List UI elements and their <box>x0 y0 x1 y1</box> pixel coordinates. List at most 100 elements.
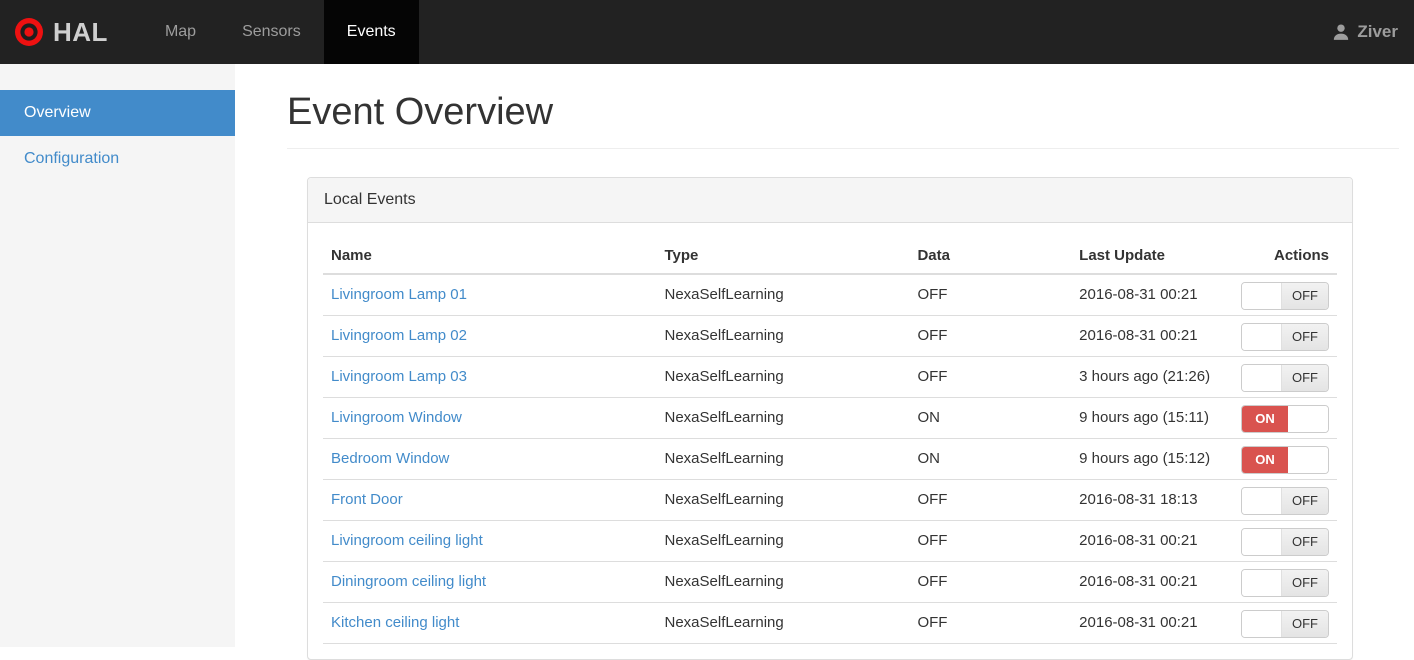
table-row: Front Door NexaSelfLearning OFF 2016-08-… <box>323 479 1337 521</box>
panel-body: Name Type Data Last Update Actions Livin… <box>308 223 1352 659</box>
panel-title: Local Events <box>308 178 1352 223</box>
event-name-link[interactable]: Livingroom Lamp 02 <box>331 327 467 344</box>
power-toggle[interactable]: OFF <box>1241 609 1329 638</box>
toggle-state-label: OFF <box>1282 323 1328 350</box>
table-row: Kitchen ceiling light NexaSelfLearning O… <box>323 602 1337 644</box>
col-header-last-update: Last Update <box>1071 238 1233 275</box>
event-type: NexaSelfLearning <box>656 602 910 644</box>
tab-events[interactable]: Events <box>323 0 419 64</box>
event-name-link[interactable]: Livingroom Lamp 03 <box>331 368 467 385</box>
table-row: Livingroom Lamp 01 NexaSelfLearning OFF … <box>323 273 1337 316</box>
toggle-knob <box>1242 487 1282 514</box>
event-last-update: 9 hours ago (15:12) <box>1071 438 1233 480</box>
toggle-state-label: ON <box>1242 446 1288 473</box>
user-menu[interactable]: Ziver <box>1332 0 1414 64</box>
event-type: NexaSelfLearning <box>656 479 910 521</box>
toggle-knob <box>1242 569 1282 596</box>
title-divider <box>287 148 1399 149</box>
power-toggle[interactable]: ON <box>1241 445 1329 474</box>
event-type: NexaSelfLearning <box>656 273 910 316</box>
toggle-state-label: OFF <box>1282 610 1328 637</box>
power-toggle[interactable]: OFF <box>1241 363 1329 392</box>
event-type: NexaSelfLearning <box>656 561 910 603</box>
tab-sensors-label: Sensors <box>242 23 301 40</box>
sidebar-item-label: Overview <box>24 104 91 121</box>
power-toggle[interactable]: ON <box>1241 404 1329 433</box>
local-events-panel: Local Events Name Type Data Last Update … <box>307 177 1353 660</box>
event-name-link[interactable]: Kitchen ceiling light <box>331 614 460 631</box>
table-row: Livingroom Lamp 03 NexaSelfLearning OFF … <box>323 356 1337 398</box>
col-header-type: Type <box>656 238 910 275</box>
event-data: OFF <box>909 356 1072 398</box>
event-type: NexaSelfLearning <box>656 315 910 357</box>
col-header-data: Data <box>909 238 1072 275</box>
power-toggle[interactable]: OFF <box>1241 527 1329 556</box>
toggle-knob <box>1288 405 1328 432</box>
event-data: OFF <box>909 602 1072 644</box>
event-data: ON <box>909 397 1072 439</box>
toggle-knob <box>1288 446 1328 473</box>
toggle-state-label: OFF <box>1282 282 1328 309</box>
toggle-state-label: OFF <box>1282 569 1328 596</box>
tab-sensors[interactable]: Sensors <box>219 0 324 64</box>
power-toggle[interactable]: OFF <box>1241 322 1329 351</box>
table-row: Livingroom Window NexaSelfLearning ON 9 … <box>323 397 1337 439</box>
toggle-knob <box>1242 364 1282 391</box>
event-data: ON <box>909 438 1072 480</box>
power-toggle[interactable]: OFF <box>1241 568 1329 597</box>
tab-events-label: Events <box>346 23 396 40</box>
toggle-state-label: OFF <box>1282 528 1328 555</box>
sidebar-item-configuration[interactable]: Configuration <box>0 136 235 182</box>
brand-label: HAL <box>53 16 108 47</box>
event-name-link[interactable]: Bedroom Window <box>331 450 450 467</box>
sidebar: Overview Configuration <box>0 64 235 647</box>
tab-map[interactable]: Map <box>142 0 219 64</box>
event-data: OFF <box>909 520 1072 562</box>
bullseye-logo-icon <box>14 17 44 47</box>
event-last-update: 2016-08-31 00:21 <box>1071 561 1233 603</box>
sidebar-item-overview[interactable]: Overview <box>0 90 235 136</box>
event-type: NexaSelfLearning <box>656 520 910 562</box>
event-data: OFF <box>909 561 1072 603</box>
event-last-update: 2016-08-31 00:21 <box>1071 273 1233 316</box>
username-label: Ziver <box>1357 22 1398 41</box>
event-last-update: 3 hours ago (21:26) <box>1071 356 1233 398</box>
event-type: NexaSelfLearning <box>656 438 910 480</box>
event-last-update: 2016-08-31 00:21 <box>1071 520 1233 562</box>
event-name-link[interactable]: Livingroom Lamp 01 <box>331 286 467 303</box>
toggle-knob <box>1242 282 1282 309</box>
main-nav: Map Sensors Events <box>142 0 419 64</box>
power-toggle[interactable]: OFF <box>1241 486 1329 515</box>
main-content: Event Overview Local Events Name Type Da… <box>235 64 1414 660</box>
event-name-link[interactable]: Livingroom Window <box>331 409 462 426</box>
tab-map-label: Map <box>164 23 197 40</box>
toggle-state-label: ON <box>1242 405 1288 432</box>
brand[interactable]: HAL <box>0 0 126 64</box>
event-data: OFF <box>909 273 1072 316</box>
event-type: NexaSelfLearning <box>656 356 910 398</box>
toggle-state-label: OFF <box>1282 364 1328 391</box>
event-data: OFF <box>909 315 1072 357</box>
power-toggle[interactable]: OFF <box>1241 281 1329 310</box>
event-name-link[interactable]: Diningroom ceiling light <box>331 573 487 590</box>
event-last-update: 2016-08-31 18:13 <box>1071 479 1233 521</box>
event-name-link[interactable]: Livingroom ceiling light <box>331 532 483 549</box>
table-row: Livingroom Lamp 02 NexaSelfLearning OFF … <box>323 315 1337 357</box>
event-type: NexaSelfLearning <box>656 397 910 439</box>
table-row: Bedroom Window NexaSelfLearning ON 9 hou… <box>323 438 1337 480</box>
event-last-update: 2016-08-31 00:21 <box>1071 602 1233 644</box>
col-header-actions: Actions <box>1232 238 1337 275</box>
col-header-name: Name <box>323 238 657 275</box>
table-header-row: Name Type Data Last Update Actions <box>323 238 1337 275</box>
events-table: Name Type Data Last Update Actions Livin… <box>323 238 1337 644</box>
event-name-link[interactable]: Front Door <box>331 491 403 508</box>
toggle-knob <box>1242 323 1282 350</box>
table-row: Livingroom ceiling light NexaSelfLearnin… <box>323 520 1337 562</box>
toggle-knob <box>1242 528 1282 555</box>
toggle-knob <box>1242 610 1282 637</box>
event-data: OFF <box>909 479 1072 521</box>
event-last-update: 2016-08-31 00:21 <box>1071 315 1233 357</box>
table-row: Diningroom ceiling light NexaSelfLearnin… <box>323 561 1337 603</box>
event-last-update: 9 hours ago (15:11) <box>1071 397 1233 439</box>
toggle-state-label: OFF <box>1282 487 1328 514</box>
